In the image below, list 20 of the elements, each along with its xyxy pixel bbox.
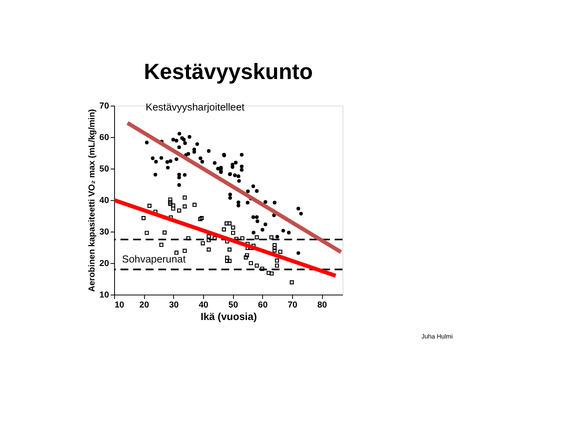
x-tick-label: 20 [139,300,150,310]
y-tick-label: 20 [99,258,110,268]
series-label: Sohvaperunat [122,254,186,266]
x-tick-label: 60 [258,300,268,310]
y-tick-label: 10 [99,289,110,300]
chart-title: Kestävyyskunto [144,58,313,84]
y-tick-label: 70 [99,100,110,110]
x-tick-label: 10 [114,300,124,310]
y-tick-label: 40 [99,194,110,205]
x-tick-label: 70 [288,300,298,310]
y-tick-label: 30 [99,226,110,236]
x-axis-title: Ikä (vuosia) [200,312,257,324]
x-tick-label: 80 [317,300,328,310]
y-axis-title: Aerobinen kapasiteetti VO₂ max (mL/kg/min) [86,109,97,292]
x-tick-label: 40 [198,300,209,310]
text: Kestävyysharjoitelleet [146,102,245,114]
x-tick-label: 30 [169,300,179,310]
x-tick-label: 50 [228,300,238,310]
y-tick-label: 60 [99,132,110,142]
y-tick-label: 50 [99,163,110,174]
